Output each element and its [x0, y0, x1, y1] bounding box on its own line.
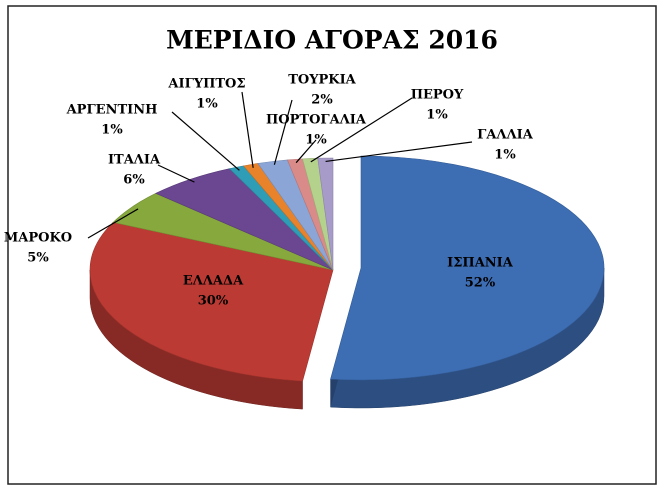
- leader-line: [295, 139, 317, 164]
- leader-line: [273, 99, 293, 165]
- leader-line: [157, 164, 195, 183]
- slice-value-label: 5%: [27, 251, 49, 266]
- slice-label: ΠΟΡΤΟΓΑΛΙΑ: [266, 113, 367, 128]
- slice-value-label: 52%: [465, 276, 496, 291]
- slice-value-label: 6%: [123, 173, 145, 188]
- leader-line: [241, 91, 254, 168]
- slice-label: ΙΤΑΛΙΑ: [108, 153, 161, 168]
- chart-title: ΜΕΡΙΔΙΟ ΑΓΟΡΑΣ 2016: [166, 26, 498, 55]
- slice: [330, 155, 605, 381]
- slice-label: ΓΑΛΛΙΑ: [477, 128, 534, 143]
- slice-value-label: 1%: [494, 148, 516, 163]
- slice-label: ΙΣΠΑΝΙΑ: [447, 256, 514, 271]
- pie-labels: ΙΣΠΑΝΙΑ 52% ΕΛΛΑΔΑ 30% ΜΑΡΟΚΟ 5% ΙΤΑΛΙΑ 6% ΑΡΓΕΝ…: [4, 73, 534, 309]
- slice-value-label: 1%: [426, 108, 448, 123]
- slice-value-label: 1%: [101, 123, 123, 138]
- slice-label: ΜΑΡΟΚΟ: [4, 231, 72, 246]
- chart-frame: [7, 5, 657, 485]
- pie-tops: [89, 155, 605, 382]
- leader-line: [325, 141, 473, 163]
- slice-value-label: 1%: [305, 133, 327, 148]
- slice-label: ΑΡΓΕΝΤΙΝΗ: [66, 103, 158, 118]
- slice-value-label: 2%: [311, 93, 333, 108]
- slice: [317, 157, 334, 271]
- leader-line: [171, 111, 240, 171]
- slice-value-label: 1%: [196, 97, 218, 112]
- slice-label: ΑΙΓΥΠΤΟΣ: [167, 77, 245, 92]
- leader-line: [310, 97, 413, 163]
- slice: [89, 221, 334, 382]
- slice-label: ΕΛΛΑΔΑ: [183, 274, 244, 289]
- leader-line: [87, 208, 139, 239]
- slice-label: ΠΕΡΟΥ: [411, 88, 464, 103]
- slice-value-label: 30%: [198, 294, 229, 309]
- slice-label: ΤΟΥΡΚΙΑ: [288, 73, 356, 88]
